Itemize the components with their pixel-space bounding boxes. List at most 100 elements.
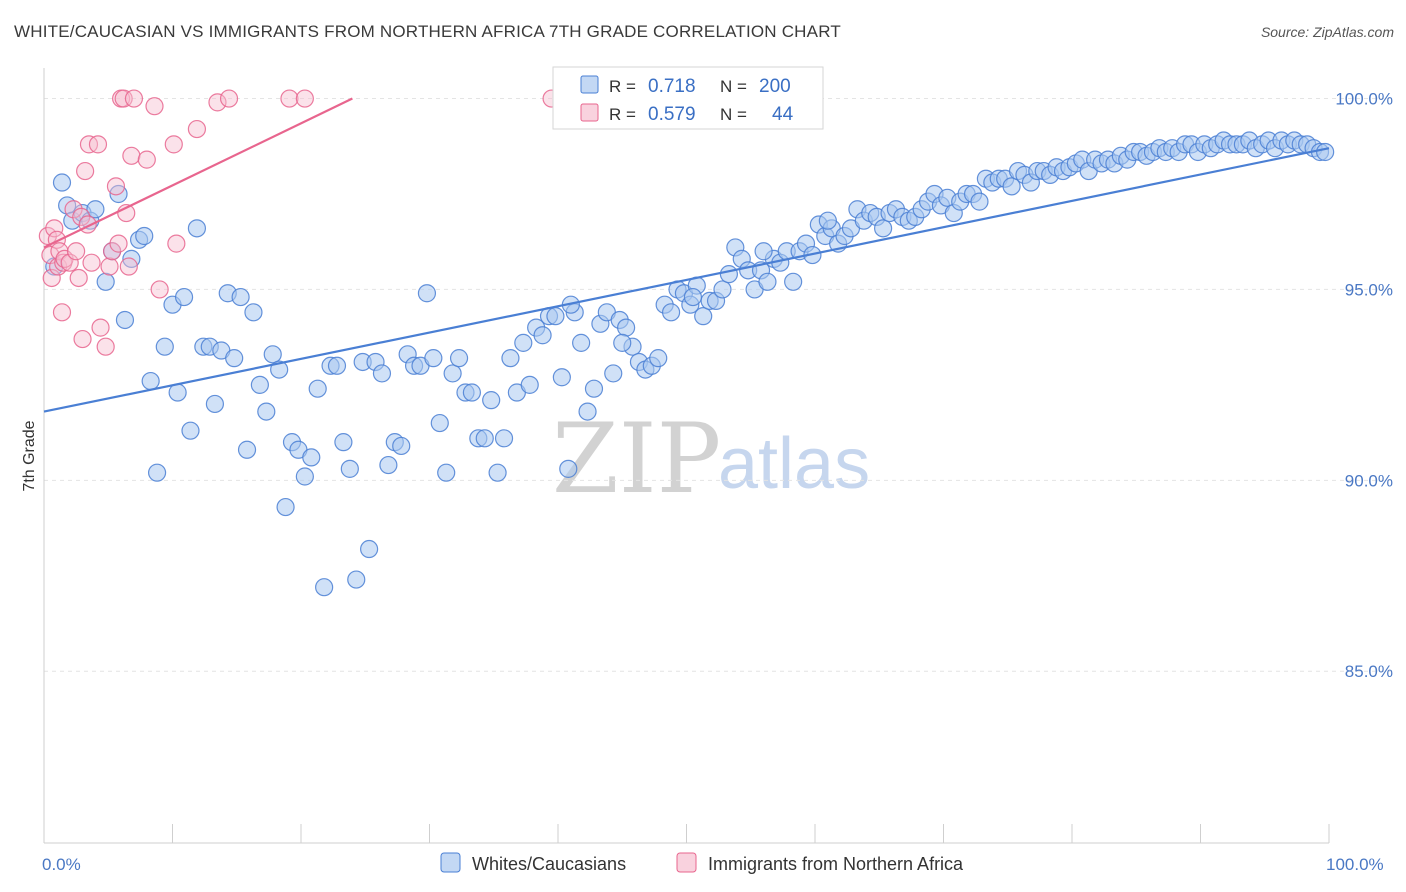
bottom-legend-swatch-whites <box>440 852 461 873</box>
chart-source: Source: ZipAtlas.com <box>1260 24 1394 40</box>
point-north-africa <box>73 329 92 349</box>
point-north-africa <box>124 89 144 108</box>
point-north-africa <box>69 268 88 288</box>
point-whites <box>257 402 276 421</box>
point-whites <box>1316 142 1335 162</box>
correlation-legend: R = 0.718 N = 200 R = 0.579 N = 44 <box>552 66 824 130</box>
bottom-legend-label-north-africa: Immigrants from Northern Africa <box>708 854 964 874</box>
point-whites <box>308 379 327 398</box>
point-whites <box>141 371 160 391</box>
point-whites <box>379 455 398 475</box>
watermark-atlas: atlas <box>718 424 870 504</box>
point-whites <box>187 219 207 238</box>
y-tick-label: 100.0% <box>1335 90 1393 109</box>
legend-swatch-whites <box>580 75 599 94</box>
point-whites <box>205 394 225 414</box>
point-north-africa <box>145 97 164 116</box>
series-whites-points <box>45 131 1335 597</box>
point-north-africa <box>280 89 299 108</box>
chart-title: WHITE/CAUCASIAN VS IMMIGRANTS FROM NORTH… <box>14 22 841 41</box>
y-tick-label: 85.0% <box>1345 662 1393 681</box>
point-whites <box>372 364 392 383</box>
point-whites <box>754 242 773 261</box>
point-whites <box>181 421 200 440</box>
point-north-africa <box>88 135 108 154</box>
point-north-africa <box>187 119 207 139</box>
point-whites <box>683 287 703 307</box>
point-whites <box>168 383 187 402</box>
point-whites <box>546 307 565 326</box>
point-whites <box>559 459 578 478</box>
legend-n-value-north-africa: 44 <box>772 104 794 125</box>
point-whites <box>584 379 604 398</box>
point-whites <box>231 287 250 307</box>
point-whites <box>115 310 135 330</box>
point-whites <box>649 349 668 368</box>
point-north-africa <box>106 177 126 196</box>
point-north-africa <box>52 303 72 322</box>
point-north-africa <box>100 257 119 276</box>
point-north-africa <box>109 234 128 253</box>
series-legend: Whites/Caucasians Immigrants from Northe… <box>440 852 964 874</box>
point-whites <box>784 272 803 291</box>
point-whites <box>276 497 295 517</box>
point-whites <box>552 368 571 387</box>
point-whites <box>52 173 72 192</box>
point-whites <box>392 436 411 456</box>
point-north-africa <box>150 280 169 299</box>
point-north-africa <box>103 242 122 261</box>
point-whites <box>719 265 739 284</box>
legend-r-value-whites: 0.718 <box>648 76 696 97</box>
point-north-africa <box>208 93 227 112</box>
point-whites <box>147 463 167 482</box>
point-whites <box>295 467 314 486</box>
point-whites <box>488 463 507 482</box>
point-whites <box>533 326 552 345</box>
legend-r-label-north-africa: R = <box>609 105 636 124</box>
point-north-africa <box>137 150 156 169</box>
trendline-north-africa <box>43 97 353 249</box>
point-whites <box>970 192 989 211</box>
point-north-africa <box>167 234 186 253</box>
point-whites <box>360 539 379 559</box>
legend-n-value-whites: 200 <box>759 76 791 97</box>
point-whites <box>482 391 501 410</box>
point-north-africa <box>45 219 64 238</box>
point-whites <box>86 200 105 219</box>
legend-n-label-whites: N = <box>720 77 747 96</box>
point-north-africa <box>64 200 83 219</box>
point-north-africa <box>122 146 141 165</box>
point-whites <box>263 345 282 364</box>
point-whites <box>155 337 174 356</box>
point-whites <box>237 440 257 459</box>
x-tick-label-max: 100.0% <box>1326 855 1384 874</box>
point-north-africa <box>119 257 138 276</box>
point-north-africa <box>91 318 110 337</box>
trend-lines <box>43 97 1330 413</box>
point-whites <box>604 364 623 383</box>
point-whites <box>694 307 713 326</box>
point-whites <box>244 303 263 322</box>
point-north-africa <box>42 268 61 288</box>
point-whites <box>135 226 154 246</box>
point-whites <box>713 280 732 299</box>
point-north-africa <box>96 337 115 356</box>
point-whites <box>514 333 533 352</box>
point-whites <box>340 459 359 478</box>
legend-r-label-whites: R = <box>609 77 636 96</box>
y-axis-tick-labels: 85.0% 90.0% 95.0% 100.0% <box>1335 90 1393 682</box>
bottom-legend-swatch-north-africa <box>676 852 697 873</box>
point-whites <box>613 333 632 352</box>
gridlines <box>44 98 1392 672</box>
point-north-africa <box>76 161 95 181</box>
point-whites <box>494 429 514 448</box>
point-whites <box>578 402 597 421</box>
point-whites <box>501 349 520 368</box>
point-whites <box>437 463 456 482</box>
point-whites <box>443 364 462 383</box>
point-whites <box>818 211 837 230</box>
point-whites <box>572 333 591 352</box>
point-whites <box>475 429 494 448</box>
series-north-africa-points <box>38 89 561 356</box>
